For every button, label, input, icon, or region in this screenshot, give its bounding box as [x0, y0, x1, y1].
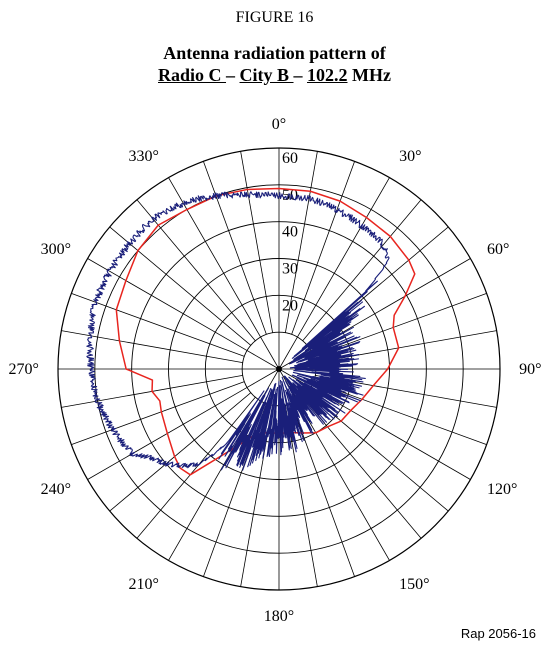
angular-tick-label: 60° — [487, 241, 509, 258]
angular-tick-label: 90° — [519, 361, 541, 378]
grid-spoke — [297, 400, 390, 561]
title-sep-2: – — [293, 65, 308, 85]
grid-spoke — [71, 293, 245, 357]
title-unit: MHz — [347, 65, 391, 85]
angular-tick-label: 30° — [399, 148, 421, 165]
grid-spoke — [240, 151, 273, 333]
grid-spoke — [87, 258, 248, 351]
angular-tick-label: 300° — [41, 241, 71, 258]
radial-tick-label: 60 — [282, 150, 298, 167]
figure-label: FIGURE 16 — [235, 9, 314, 26]
grid-spoke — [136, 199, 256, 342]
angular-tick-label: 120° — [487, 481, 517, 498]
angular-tick-label: 270° — [8, 361, 38, 378]
chart-title: Antenna radiation pattern of Radio C – C… — [0, 42, 549, 86]
radial-tick-label: 30 — [282, 261, 298, 278]
grid-spoke — [291, 161, 355, 335]
angular-tick-label: 180° — [264, 608, 294, 625]
angular-tick-label: 210° — [129, 576, 159, 593]
grid-spoke — [297, 177, 390, 338]
angular-tick-labels: 0° 30° 60° 90° 120° 150° 180° 210° 240° 270° 300° 3… — [8, 116, 541, 625]
reference-code: Rap 2056-16 — [460, 626, 536, 641]
title-frequency: 102.2 — [307, 65, 348, 85]
series-layer — [86, 187, 416, 476]
grid-spoke — [109, 226, 252, 346]
grid-spoke — [109, 392, 252, 512]
grid-spoke — [136, 396, 256, 539]
grid-spoke — [313, 381, 487, 445]
radial-tick-label: 20 — [282, 297, 298, 314]
grid-spoke-inner — [246, 350, 280, 370]
grid-spoke-inner — [246, 368, 280, 388]
series-line — [86, 191, 390, 471]
radial-tick-label: 40 — [282, 224, 298, 241]
title-sep-1: – — [226, 65, 240, 85]
title-radio: Radio C — [158, 65, 227, 85]
title-line-1: Antenna radiation pattern of — [163, 43, 386, 63]
angular-tick-label: 240° — [41, 481, 71, 498]
title-city: City B — [239, 65, 294, 85]
grid-spoke — [71, 381, 245, 445]
grid-spoke-inner — [260, 336, 280, 370]
angular-tick-label: 0° — [272, 116, 286, 133]
grid-spoke — [203, 161, 267, 335]
grid-spoke-inner — [278, 336, 298, 370]
chart-center — [276, 366, 282, 372]
title-line-2: Radio C – City B – 102.2 MHz — [0, 64, 549, 86]
grid-spoke — [302, 199, 422, 342]
angular-tick-label: 330° — [129, 148, 159, 165]
angular-tick-label: 150° — [399, 576, 429, 593]
grid-spoke — [285, 151, 318, 333]
